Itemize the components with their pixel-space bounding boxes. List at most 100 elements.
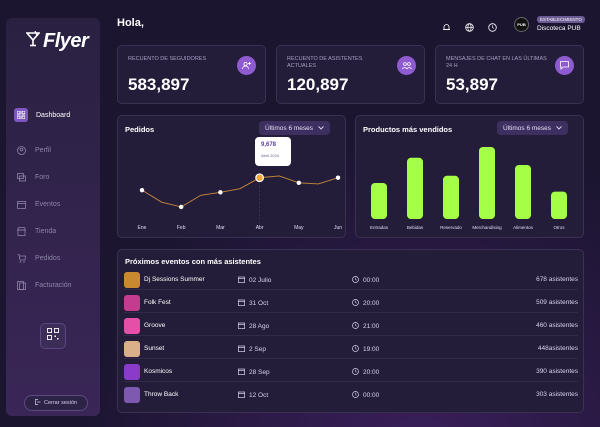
sidebar: Flyer Dashboard Perfil Foro Eventos Tien… [6, 18, 100, 416]
product-bar-entradas[interactable] [371, 183, 387, 219]
orders-point-mar[interactable] [218, 190, 223, 195]
event-row[interactable]: Throw Back 12 Oct 00:00 303 asistentes [118, 385, 584, 405]
event-thumbnail [124, 272, 140, 288]
logout-button[interactable]: Cerrar sesión [24, 395, 88, 411]
orders-point-may[interactable] [296, 180, 301, 186]
store-icon [16, 226, 27, 237]
stat-card-followers: Recuento de seguidores 583,897 [117, 45, 266, 104]
orders-point-feb[interactable] [179, 204, 184, 210]
event-thumbnail [124, 318, 140, 334]
event-name: Groove [144, 322, 166, 329]
stat-value: 53,897 [446, 75, 498, 94]
event-row[interactable]: Kosmicos 28 Sep 20:00 390 asistentes [118, 362, 584, 382]
clock-icon [352, 368, 359, 377]
qr-code-icon [47, 327, 59, 345]
chart-tooltip: 9,678 Abril 2024 [255, 137, 291, 166]
calendar-icon [238, 345, 245, 354]
orders-title: Pedidos [125, 125, 155, 134]
user-icon [16, 145, 27, 156]
product-bar-alimentos[interactable] [515, 165, 531, 219]
event-thumbnail [124, 295, 140, 311]
calendar-icon [238, 276, 245, 285]
event-row[interactable]: Sunset 2 Sep 19:00 448asistentes [118, 339, 584, 359]
greeting: Hola, [117, 17, 144, 29]
user-plus-icon[interactable] [237, 56, 256, 75]
grid-icon [14, 108, 28, 122]
sidebar-item-label: Dashboard [36, 111, 71, 119]
event-time-value: 00:00 [363, 392, 380, 399]
event-attendees: 448asistentes [537, 345, 578, 352]
divider [124, 335, 578, 336]
x-tick-label: Otros [553, 225, 565, 230]
calendar-icon [238, 322, 245, 331]
chevron-down-icon [556, 125, 562, 132]
orders-point-abr[interactable] [255, 173, 265, 183]
brand-name: Flyer [43, 30, 89, 52]
qr-code-button[interactable] [40, 323, 66, 349]
people-icon[interactable] [397, 56, 416, 75]
event-name: Throw Back [144, 391, 179, 398]
event-time-value: 20:00 [363, 300, 380, 307]
event-date-value: 31 Oct [249, 300, 269, 307]
product-bar-merchandising[interactable] [479, 147, 495, 219]
select-value: Últimos 6 meses [503, 124, 552, 132]
events-title: Próximos eventos con más asistentes [125, 257, 261, 266]
event-row[interactable]: Dj Sessions Summer 02 Julio 00:00 678 asist… [118, 270, 584, 290]
invoice-icon [16, 280, 27, 291]
sidebar-item-perfil[interactable]: Perfil [6, 141, 100, 159]
event-time-value: 20:00 [363, 369, 380, 376]
sidebar-item-pedidos[interactable]: Pedidos [6, 249, 100, 267]
orders-point-ene[interactable] [139, 187, 145, 193]
event-date-value: 02 Julio [249, 277, 272, 284]
event-time-value: 00:00 [363, 277, 380, 284]
event-attendees: 390 asistentes [536, 368, 578, 375]
sidebar-item-label: Eventos [35, 200, 61, 208]
x-tick-label: Entradas [369, 225, 388, 230]
avatar-text: PUB [517, 22, 526, 27]
stat-label: Recuento de seguidores [128, 56, 207, 62]
globe-icon[interactable] [465, 19, 474, 32]
event-time: 21:00 [352, 322, 379, 331]
orders-series-line [141, 175, 339, 208]
event-name: Dj Sessions Summer [144, 276, 205, 283]
select-value: Últimos 6 meses [265, 124, 314, 132]
event-date-value: 28 Sep [249, 369, 270, 376]
products-title: Productos más vendidos [363, 125, 453, 134]
x-tick-label: Merchandising [472, 225, 502, 230]
sidebar-item-eventos[interactable]: Eventos [6, 195, 100, 213]
x-tick-label: Bebidas [406, 225, 424, 230]
product-bar-reservado[interactable] [443, 175, 459, 219]
sidebar-item-tienda[interactable]: Tienda [6, 222, 100, 240]
products-bar-chart [371, 147, 567, 219]
calendar-icon [238, 299, 245, 308]
clock-icon [352, 299, 359, 308]
event-row[interactable]: Folk Fest 31 Oct 20:00 509 asistentes [118, 293, 584, 313]
clock-icon[interactable] [488, 19, 497, 32]
sidebar-item-facturacion[interactable]: Facturación [6, 276, 100, 294]
x-tick-label: Jun [333, 225, 343, 231]
product-bar-bebidas[interactable] [407, 157, 423, 219]
orders-point-jun[interactable] [335, 175, 341, 180]
event-name: Kosmicos [144, 368, 173, 375]
cart-icon [16, 253, 27, 264]
x-tick-label: May [294, 225, 304, 231]
role-badge: ESTABLECIMIENTO [537, 16, 585, 23]
message-icon[interactable] [555, 56, 574, 75]
orders-period-select[interactable]: Últimos 6 meses [259, 121, 331, 135]
logout-label: Cerrar sesión [43, 400, 77, 406]
sidebar-item-dashboard[interactable]: Dashboard [6, 106, 100, 124]
event-row[interactable]: Groove 28 Ago 21:00 460 asistentes [118, 316, 584, 336]
x-tick-label: Ene [137, 225, 147, 231]
bell-icon[interactable] [442, 19, 451, 30]
products-period-select[interactable]: Últimos 6 meses [497, 121, 569, 135]
sidebar-item-label: Tienda [35, 227, 57, 235]
brand-logo[interactable]: Flyer [25, 30, 89, 53]
event-date: 28 Sep [238, 368, 270, 377]
clock-icon [352, 276, 359, 285]
avatar[interactable]: PUB [514, 17, 529, 32]
product-bar-otros[interactable] [551, 191, 567, 219]
stat-label: Recuento de asistentes actuales [287, 56, 363, 69]
event-thumbnail [124, 387, 140, 403]
event-date: 12 Oct [238, 391, 268, 400]
sidebar-item-foro[interactable]: Foro [6, 168, 100, 186]
